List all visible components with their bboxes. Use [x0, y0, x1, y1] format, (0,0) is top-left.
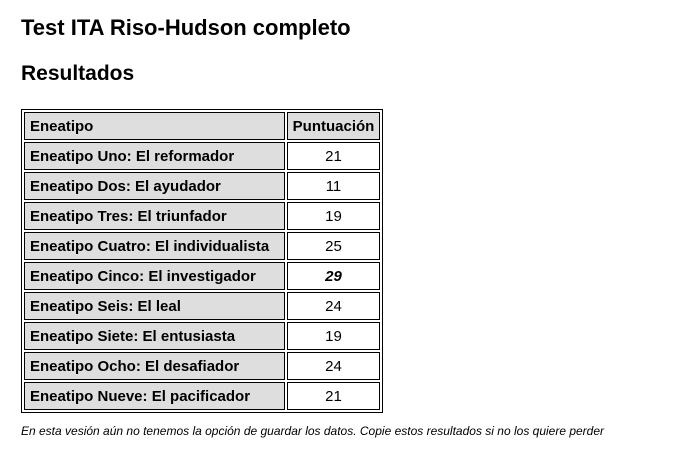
table-row: Eneatipo Siete: El entusiasta 19: [24, 322, 380, 350]
row-label: Eneatipo Ocho: El desafiador: [24, 352, 285, 380]
row-score: 24: [287, 292, 380, 320]
row-score: 11: [287, 172, 380, 200]
table-header-row: Eneatipo Puntuación: [24, 112, 380, 140]
row-label: Eneatipo Nueve: El pacificador: [24, 382, 285, 410]
results-table: Eneatipo Puntuación Eneatipo Uno: El ref…: [21, 109, 383, 413]
results-heading: Resultados: [21, 62, 135, 85]
row-label: Eneatipo Dos: El ayudador: [24, 172, 285, 200]
table-row: Eneatipo Cinco: El investigador 29: [24, 262, 380, 290]
row-score: 21: [287, 142, 380, 170]
table-row: Eneatipo Seis: El leal 24: [24, 292, 380, 320]
row-label: Eneatipo Tres: El triunfador: [24, 202, 285, 230]
save-warning-note: En esta vesión aún no tenemos la opción …: [21, 424, 605, 438]
row-score: 25: [287, 232, 380, 260]
row-score: 24: [287, 352, 380, 380]
page-title: Test ITA Riso-Hudson completo: [21, 15, 351, 40]
table-row: Eneatipo Ocho: El desafiador 24: [24, 352, 380, 380]
row-label: Eneatipo Seis: El leal: [24, 292, 285, 320]
table-row: Eneatipo Nueve: El pacificador 21: [24, 382, 380, 410]
row-label: Eneatipo Cinco: El investigador: [24, 262, 285, 290]
row-score: 21: [287, 382, 380, 410]
table-row: Eneatipo Dos: El ayudador 11: [24, 172, 380, 200]
row-score: 19: [287, 202, 380, 230]
header-eneatipo: Eneatipo: [24, 112, 285, 140]
row-label: Eneatipo Cuatro: El individualista: [24, 232, 285, 260]
table-row: Eneatipo Cuatro: El individualista 25: [24, 232, 380, 260]
table-row: Eneatipo Tres: El triunfador 19: [24, 202, 380, 230]
row-label: Eneatipo Uno: El reformador: [24, 142, 285, 170]
header-puntuacion: Puntuación: [287, 112, 380, 140]
row-label: Eneatipo Siete: El entusiasta: [24, 322, 285, 350]
table-row: Eneatipo Uno: El reformador 21: [24, 142, 380, 170]
row-score: 19: [287, 322, 380, 350]
row-score: 29: [287, 262, 380, 290]
